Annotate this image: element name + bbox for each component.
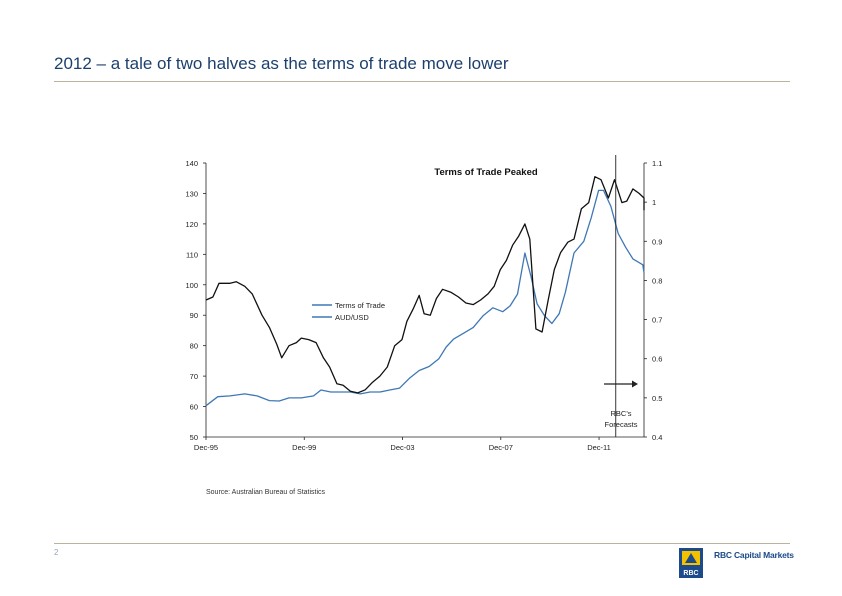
y-left-tick-label: 100 <box>185 281 198 290</box>
page-number: 2 <box>54 548 59 557</box>
rbc-logo: RBC RBC Capital Markets <box>677 546 827 580</box>
x-tick-label: Dec-11 <box>587 443 611 452</box>
y-right-tick-label: 1 <box>652 198 656 207</box>
legend-label-0: Terms of Trade <box>335 301 385 310</box>
y-right-tick-label: 0.7 <box>652 316 662 325</box>
forecast-annotation: RBC's Forecasts <box>604 380 638 429</box>
y-right-tick-label: 1.1 <box>652 159 662 168</box>
title-divider <box>54 81 790 82</box>
x-tick-label: Dec-07 <box>489 443 513 452</box>
rbc-logo-mark: RBC <box>683 570 698 577</box>
y-left-tick-label: 130 <box>185 189 198 198</box>
forecast-label-line2: Forecasts <box>605 420 638 429</box>
aud-usd-line <box>205 189 645 407</box>
x-tick-label: Dec-03 <box>390 443 414 452</box>
y-right-tick-label: 0.4 <box>652 433 662 442</box>
y-right-tick-label: 0.9 <box>652 237 662 246</box>
y-left-tick-label: 70 <box>190 372 198 381</box>
y-left-tick-label: 110 <box>186 250 198 259</box>
terms-of-trade-chart: 140 130 120 110 100 90 80 70 60 50 1.1 1 0.9 0.8 0.7 0.… <box>185 155 662 452</box>
x-tick-label: Dec-95 <box>194 443 218 452</box>
y-left-tick-label: 60 <box>190 403 198 412</box>
y-right-tick-label: 0.8 <box>652 276 662 285</box>
legend-label-1: AUD/USD <box>335 313 369 322</box>
y-left-tick-label: 50 <box>190 433 198 442</box>
y-left-tick-label: 90 <box>190 311 198 320</box>
forecast-label-line1: RBC's <box>610 409 631 418</box>
y-left-tick-label: 120 <box>185 220 198 229</box>
y-right-tick-label: 0.6 <box>652 355 662 364</box>
page-title: 2012 – a tale of two halves as the terms… <box>54 54 509 73</box>
y-left-tick-label: 140 <box>185 159 198 168</box>
chart-legend: Terms of Trade AUD/USD <box>312 301 385 322</box>
y-left-tick-label: 80 <box>190 342 198 351</box>
chart-axes: 140 130 120 110 100 90 80 70 60 50 1.1 1 0.9 0.8 0.7 0.… <box>185 159 662 452</box>
rbc-shield-icon: RBC <box>679 548 703 578</box>
chart-title: Terms of Trade Peaked <box>434 167 538 178</box>
chart-series <box>205 155 645 437</box>
terms-of-trade-line <box>205 176 645 394</box>
footer-divider <box>54 543 790 544</box>
logo-text: RBC Capital Markets <box>714 550 794 560</box>
y-right-tick-label: 0.5 <box>652 394 662 403</box>
x-tick-label: Dec-99 <box>292 443 316 452</box>
forecast-arrow-head <box>632 380 638 388</box>
source-note: Source: Australian Bureau of Statistics <box>206 489 326 496</box>
